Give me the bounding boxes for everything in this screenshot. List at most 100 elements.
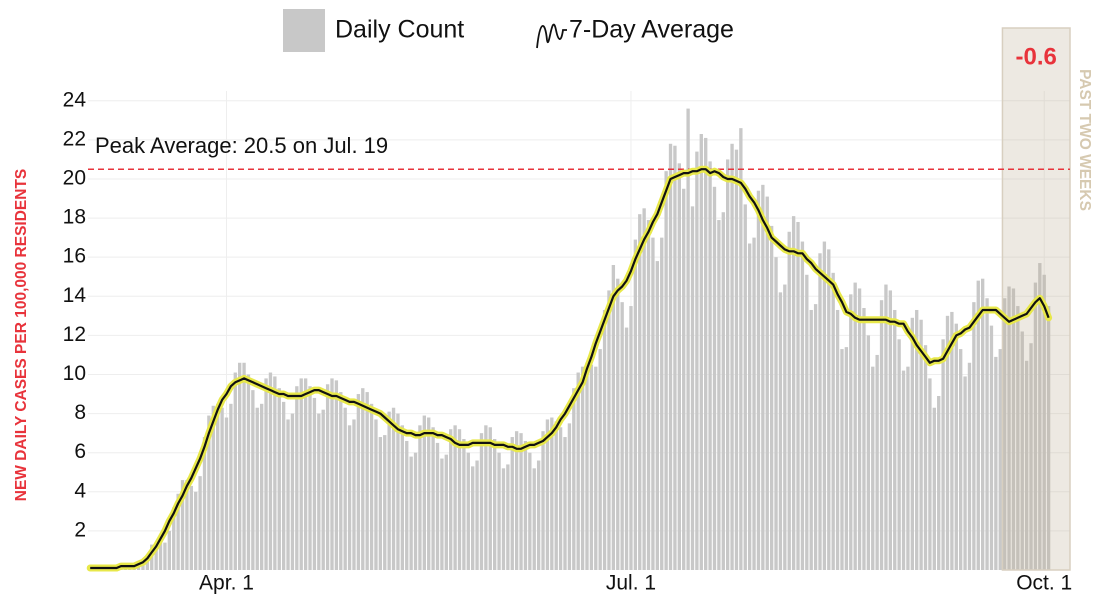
bar [976,280,980,570]
bar [383,435,387,570]
bar [299,378,303,570]
bar [818,253,822,570]
bar [259,403,264,570]
bar [1038,263,1042,570]
bar [343,407,347,570]
bar [743,204,747,570]
bar [242,362,246,570]
bar [194,491,198,570]
bar [791,216,796,570]
bar [462,439,466,570]
bar [497,452,501,570]
bar [726,159,730,570]
bar [400,425,405,570]
bar [906,366,910,570]
bar [202,437,207,570]
bar [475,460,479,570]
bar [928,378,932,570]
bar [888,290,893,570]
bar [954,323,958,570]
bar [761,184,765,570]
bar [963,376,967,570]
bar [677,163,681,570]
bar [655,261,660,570]
bar [387,411,391,570]
bar [796,221,800,571]
legend-swatch-average [536,23,567,49]
bar [769,225,774,570]
bar [879,300,884,570]
bar [325,384,330,570]
bar [849,294,853,570]
bar [967,362,972,570]
bar [198,476,202,570]
bar [950,311,954,570]
y-tick-label: 4 [74,479,86,502]
bar [651,237,655,570]
bar [444,454,448,570]
y-tick-label: 16 [63,245,86,268]
bar [611,265,616,570]
bar [510,437,514,570]
bar [572,388,576,570]
bar [422,415,426,570]
bar [1029,343,1033,570]
average-line [90,168,1050,570]
bar [959,349,963,570]
bar [972,302,976,570]
bar [488,427,492,570]
bar [216,403,220,570]
bar [998,349,1002,570]
bar [541,431,545,570]
bar [220,407,224,570]
bar [1016,306,1020,570]
bar [519,433,523,570]
bar [339,392,343,570]
bar [831,272,835,570]
bar [528,452,532,570]
y-tick-label: 22 [63,127,86,150]
bar [154,542,158,570]
x-tick-label: Apr. 1 [199,572,254,595]
bar [295,386,299,570]
bar [844,347,849,570]
bar [321,409,325,570]
bar [238,362,242,570]
bar [471,466,475,570]
bar [629,306,633,570]
bar [695,151,699,571]
bar [915,309,919,570]
bar [163,542,167,570]
bar [580,366,585,570]
y-tick-label: 24 [63,88,87,111]
bar [840,349,844,570]
bar [233,372,237,570]
bar [708,161,712,570]
bar [550,417,554,570]
bar [365,392,369,570]
bar [747,243,752,570]
y-tick-label: 14 [63,284,87,307]
bar [897,339,901,570]
bar [1033,282,1038,570]
bar [717,220,721,570]
bar [453,425,457,570]
bar [492,439,497,570]
bar [756,190,761,570]
bar [673,145,677,570]
bar [172,507,176,570]
bar [884,284,888,570]
bar [532,468,536,570]
bar [501,468,506,570]
bar [941,339,945,570]
bar [523,440,528,570]
bar [875,354,879,570]
bar [871,366,875,570]
bar [932,407,936,570]
bar [910,317,914,570]
bar [1020,331,1024,570]
bar [224,417,229,570]
bar [937,395,941,570]
bar [633,239,638,570]
bar [660,237,664,570]
